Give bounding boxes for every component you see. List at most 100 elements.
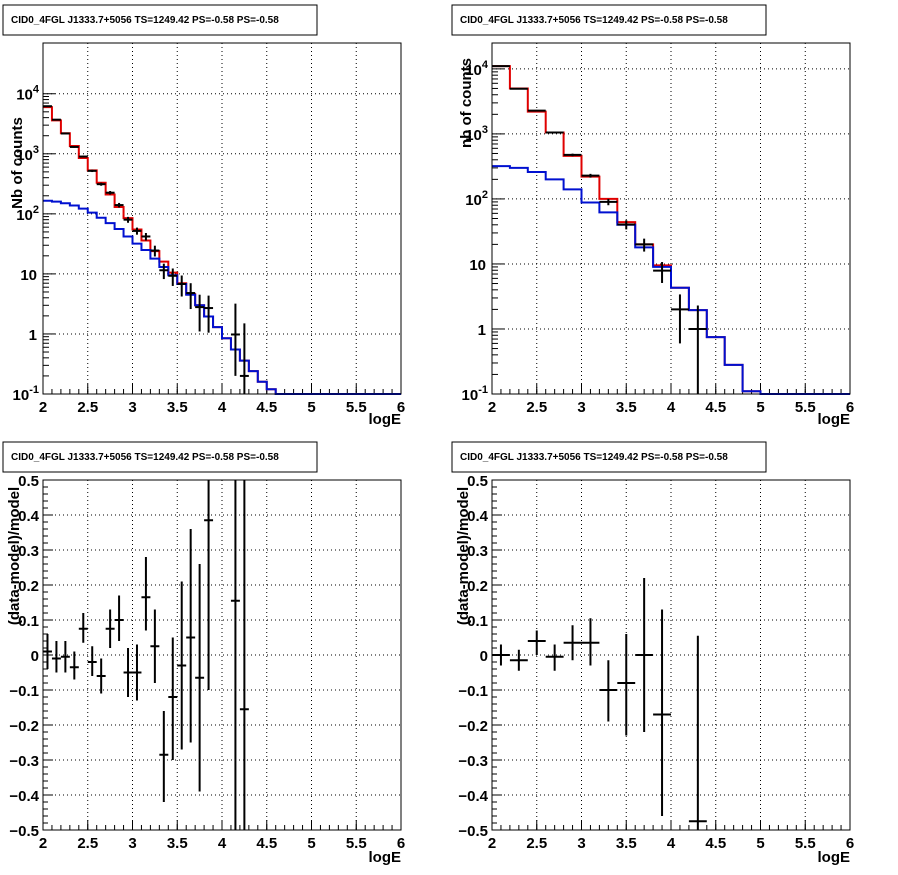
x-tick-label: 4 [667, 399, 676, 416]
data-point [635, 578, 654, 732]
y-tick-label: −0.5 [458, 823, 488, 840]
data-point [60, 132, 70, 135]
x-tick-label: 4.5 [705, 399, 726, 416]
y-tick-label: −0.2 [9, 718, 39, 735]
plot-area: 2 2.5 3 3.5 4 4.5 5 5.5 6 10-1 1 10 102 103 104 [462, 42, 854, 416]
x-axis-title: logE [818, 849, 851, 866]
panel-top-right: CID0_4FGL J1333.7+5056 TS=1249.42 PS=-0.… [451, 4, 854, 428]
x-axis-title: logE [369, 411, 402, 428]
y-tick-label: −0.1 [458, 683, 488, 700]
data-point [545, 131, 564, 134]
data-point [177, 581, 187, 750]
x-tick-label: 5.5 [346, 835, 367, 852]
y-tick-label: 0.4 [467, 508, 489, 525]
data-point [599, 660, 618, 722]
y-axis-title: (data-model)/model [6, 487, 23, 625]
data-point [617, 220, 636, 230]
data-point [132, 644, 142, 701]
y-tick-label: 0 [480, 648, 488, 665]
y-tick-label: 0.1 [18, 613, 39, 630]
y-tick-label: 10 [20, 267, 37, 284]
x-tick-label: 4.5 [256, 399, 277, 416]
data-point [123, 216, 133, 223]
y-axis-title: nb of counts [458, 58, 475, 148]
data-point [51, 641, 61, 673]
y-tick-label: 0 [31, 648, 39, 665]
x-tick-label: 3.5 [167, 835, 188, 852]
data-point [653, 609, 671, 816]
x-tick-label: 3 [577, 399, 585, 416]
y-tick-label: −0.4 [458, 788, 488, 805]
data-point [563, 153, 582, 157]
y-tick-label: −0.4 [9, 788, 39, 805]
x-tick-label: 3 [128, 835, 136, 852]
x-tick-label: 3.5 [167, 399, 188, 416]
x-tick-label: 2 [39, 835, 47, 852]
x-tick-label: 2 [488, 835, 496, 852]
data-point [105, 191, 115, 195]
x-tick-label: 5.5 [346, 399, 367, 416]
x-tick-label: 6 [846, 399, 854, 416]
x-tick-label: 2 [39, 399, 47, 416]
data-point [186, 283, 196, 310]
data-point [581, 173, 600, 178]
data-point [96, 658, 106, 694]
data-point [150, 245, 160, 257]
data-point [168, 637, 178, 760]
y-tick-label: −0.3 [9, 753, 39, 770]
x-tick-label: 3 [577, 835, 585, 852]
x-tick-label: 4.5 [705, 835, 726, 852]
plot-background [43, 480, 401, 830]
y-axis-title: (data-model)/model [455, 487, 472, 625]
panel-bottom-right: CID0_4FGL J1333.7+5056 TS=1249.42 PS=-0.… [451, 441, 854, 866]
y-tick-label: 0.2 [467, 578, 488, 595]
data-point [492, 65, 510, 68]
panel-title: CID0_4FGL J1333.7+5056 TS=1249.42 PS=-0.… [11, 452, 279, 463]
data-point [509, 87, 528, 90]
data-point [230, 303, 240, 376]
x-tick-label: 2.5 [526, 835, 547, 852]
y-tick-label: 103 [465, 124, 488, 144]
x-tick-label: 4 [218, 399, 227, 416]
data-point [204, 295, 214, 333]
data-point [159, 263, 169, 280]
y-tick-label: 0.1 [467, 613, 488, 630]
plot-frame [491, 42, 851, 395]
data-point [114, 595, 124, 641]
x-tick-label: 2.5 [77, 835, 98, 852]
data-point [141, 557, 151, 631]
x-tick-label: 2.5 [77, 399, 98, 416]
panel-bottom-left: CID0_4FGL J1333.7+5056 TS=1249.42 PS=-0.… [2, 441, 405, 866]
plot-frame [42, 42, 402, 395]
panel-title: CID0_4FGL J1333.7+5056 TS=1249.42 PS=-0.… [11, 15, 279, 26]
data-point [105, 609, 115, 648]
x-tick-label: 4 [667, 835, 676, 852]
y-tick-label: 0.4 [18, 508, 40, 525]
data-point [177, 275, 187, 297]
data-point [132, 227, 142, 235]
y-tick-label: 0.3 [467, 543, 488, 560]
y-tick-label: 0.5 [18, 473, 39, 490]
data-point [195, 564, 205, 792]
x-tick-label: 5 [756, 835, 764, 852]
data-point [150, 609, 160, 683]
plot-area: 2 2.5 3 3.5 4 4.5 5 5.5 6 10-1 1 10 102 103 104 [13, 42, 405, 416]
plot-frame [42, 479, 402, 831]
data-point [78, 155, 88, 158]
panel-top-left: CID0_4FGL J1333.7+5056 TS=1249.42 PS=-0.… [2, 4, 405, 428]
x-tick-label: 4.5 [256, 835, 277, 852]
data-point [599, 198, 618, 206]
data-point [69, 145, 79, 148]
x-tick-label: 5 [756, 399, 764, 416]
y-tick-label: −0.3 [458, 753, 488, 770]
data-point [239, 323, 249, 394]
y-tick-label: 10 [469, 257, 486, 274]
y-tick-label: 1 [478, 322, 486, 339]
y-tick-label: 102 [16, 204, 39, 224]
title-box [451, 441, 767, 473]
panel-title: CID0_4FGL J1333.7+5056 TS=1249.42 PS=-0.… [460, 15, 728, 26]
x-tick-label: 2 [488, 399, 496, 416]
x-tick-label: 2.5 [526, 399, 547, 416]
y-tick-label: 104 [465, 59, 489, 79]
data-point [43, 105, 52, 108]
